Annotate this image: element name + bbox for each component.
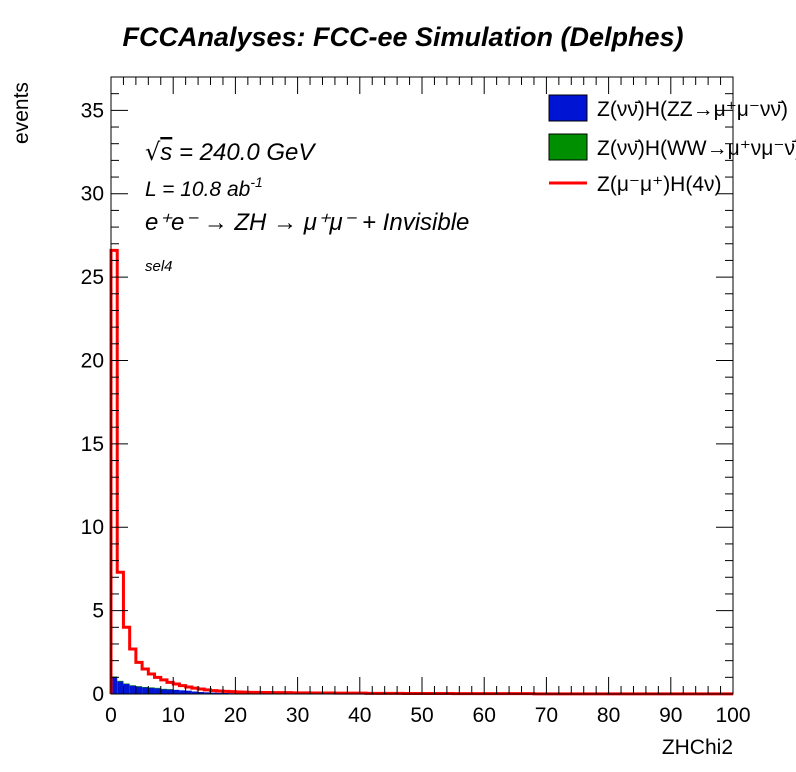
y-tick-label: 15 bbox=[81, 433, 104, 456]
bar-series-0-bin-0 bbox=[111, 677, 118, 694]
y-tick-label: 5 bbox=[92, 600, 104, 623]
bar-series-0-bin-15 bbox=[204, 692, 211, 694]
bar-series-1-bin-2 bbox=[123, 683, 130, 684]
y-tick-label: 20 bbox=[81, 349, 104, 372]
x-tick-label: 50 bbox=[410, 704, 433, 727]
legend-label-2: Z(μ⁻μ⁺)H(4ν) bbox=[597, 173, 722, 196]
lumi-annotation: L = 10.8 ab-1 bbox=[145, 174, 263, 201]
selection-annotation: sel4 bbox=[145, 258, 173, 275]
bar-series-0-bin-9 bbox=[166, 689, 174, 694]
bar-series-1-bin-9 bbox=[166, 689, 174, 690]
bar-series-1-bin-5 bbox=[142, 686, 149, 688]
bar-series-1-bin-3 bbox=[129, 685, 136, 686]
bar-series-0-bin-4 bbox=[135, 686, 143, 694]
legend-swatch-0 bbox=[548, 94, 588, 122]
bar-series-0-bin-12 bbox=[185, 690, 192, 694]
x-axis-label: ZHChi2 bbox=[662, 736, 733, 759]
legend: Z(νν̄)H(ZZ→μ⁺μ⁻νν̄) Z(νν̄)H(WW→μ⁺νμ⁻ν̄) Z(… bbox=[548, 94, 796, 196]
bar-series-0-bin-13 bbox=[191, 691, 199, 694]
bar-series-0-bin-8 bbox=[160, 688, 167, 694]
bar-series-1-bin-8 bbox=[160, 688, 167, 690]
bar-series-1-bin-4 bbox=[135, 686, 143, 687]
x-tick-label: 70 bbox=[535, 704, 558, 727]
bar-series-0-bin-10 bbox=[173, 689, 180, 694]
energy-s: s bbox=[160, 139, 172, 166]
bar-series-0-bin-14 bbox=[198, 691, 205, 694]
x-tick-label: 40 bbox=[348, 704, 371, 727]
y-tick-label: 25 bbox=[81, 266, 104, 289]
energy-annotation: √s = 240.0 GeV bbox=[145, 138, 316, 166]
x-tick-label: 90 bbox=[659, 704, 682, 727]
bar-series-0-bin-5 bbox=[142, 687, 149, 694]
svg-text:√s = 240.0 GeV: √s = 240.0 GeV bbox=[145, 138, 316, 166]
y-tick-label: 30 bbox=[81, 183, 104, 206]
bar-series-0-bin-3 bbox=[129, 685, 136, 694]
annotations: √s = 240.0 GeV L = 10.8 ab-1 e⁺e⁻ → ZH →… bbox=[145, 138, 469, 275]
legend-swatch-1 bbox=[548, 133, 588, 161]
signal-line bbox=[109, 248, 733, 696]
bar-series-1-bin-1 bbox=[117, 680, 124, 682]
bar-series-0-bin-6 bbox=[148, 687, 155, 694]
x-tick-label: 30 bbox=[286, 704, 309, 727]
x-tick-label: 80 bbox=[597, 704, 620, 727]
bar-series-0-bin-7 bbox=[154, 688, 161, 694]
y-axis-label: events bbox=[10, 82, 33, 144]
legend-label-1: Z(νν̄)H(WW→μ⁺νμ⁻ν̄) bbox=[597, 137, 796, 160]
x-tick-label: 100 bbox=[715, 704, 750, 727]
x-tick-label: 60 bbox=[473, 704, 496, 727]
bar-series-0-bin-16 bbox=[210, 692, 217, 694]
process-annotation: e⁺e⁻ → ZH → μ⁺μ⁻ + Invisible bbox=[145, 209, 469, 236]
bar-series-1-bin-7 bbox=[154, 687, 161, 689]
y-tick-label: 35 bbox=[81, 99, 104, 122]
plot-area: 0 10 20 30 40 50 60 70 80 90 100 0 5 10 15 20 25 30 35 bbox=[81, 76, 751, 727]
bar-series-0-bin-2 bbox=[123, 683, 130, 694]
sqrt-symbol: √ bbox=[145, 138, 161, 166]
bar-series-0-bin-17 bbox=[216, 692, 223, 694]
x-tick-label: 0 bbox=[105, 704, 117, 727]
chart-title: FCCAnalyses: FCC-ee Simulation (Delphes) bbox=[122, 22, 683, 52]
bar-series-0-bin-18 bbox=[222, 692, 230, 694]
x-tick-label: 10 bbox=[162, 704, 185, 727]
plot-frame bbox=[110, 76, 734, 695]
legend-label-0: Z(νν̄)H(ZZ→μ⁺μ⁻νν̄) bbox=[597, 98, 788, 121]
energy-value: = 240.0 GeV bbox=[179, 139, 316, 166]
x-tick-label: 20 bbox=[224, 704, 247, 727]
bar-series-0-bin-1 bbox=[117, 681, 124, 694]
bar-series-1-bin-6 bbox=[148, 687, 155, 688]
y-tick-label: 0 bbox=[92, 683, 104, 706]
bar-series-0-bin-11 bbox=[179, 690, 186, 694]
y-tick-label: 10 bbox=[81, 516, 104, 539]
